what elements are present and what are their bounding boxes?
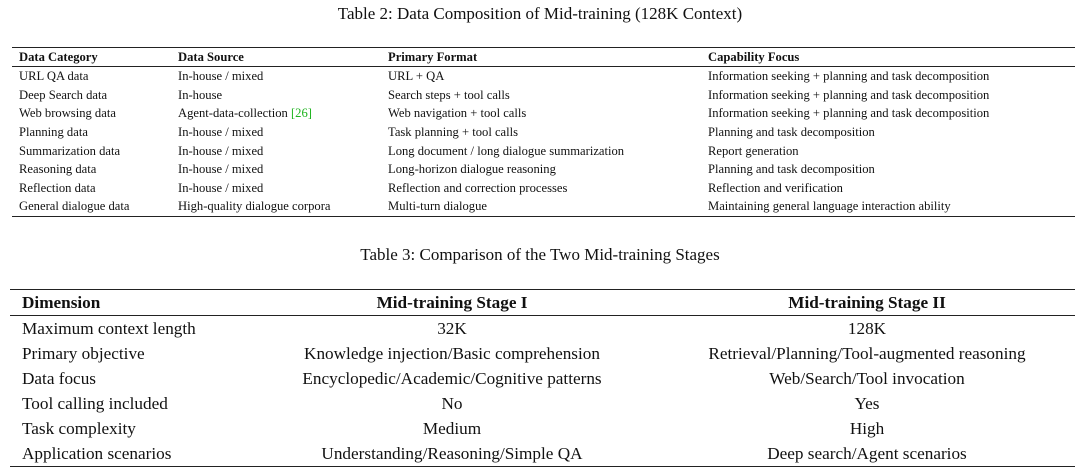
- table-cell: Maintaining general language interaction…: [708, 199, 951, 214]
- table-cell: No: [441, 393, 463, 413]
- table-row: URL QA data In-house / mixed URL + QA Infor…: [12, 67, 1075, 86]
- table-cell: In-house / mixed: [178, 125, 264, 140]
- data-composition-table: Data Category Data Source Primary Format Ca…: [12, 47, 1075, 217]
- table-cell: In-house / mixed: [178, 143, 264, 158]
- header-row: Data Category Data Source Primary Format Ca…: [12, 47, 1075, 67]
- cell-text: Agent-data-collection: [178, 106, 288, 121]
- stage-comparison-table: Dimension Mid-training Stage I Mid-trainin…: [10, 289, 1075, 467]
- table-cell: Search steps + tool calls: [388, 87, 510, 102]
- table-row: Deep Search data In-house Search steps + t…: [12, 86, 1075, 105]
- table-caption: Table 2: Data Composition of Mid-trainin…: [337, 4, 743, 23]
- column-header: Data Source: [171, 47, 381, 67]
- table-cell: High-quality dialogue corpora: [178, 199, 331, 214]
- table-cell: Knowledge injection/Basic comprehension: [304, 343, 600, 363]
- table-cell: Long-horizon dialogue reasoning: [388, 162, 556, 177]
- table-row: Tool calling included No Yes: [10, 391, 1075, 416]
- table-cell: Retrieval/Planning/Tool-augmented reason…: [708, 343, 1026, 363]
- column-header: Mid-training Stage II: [659, 289, 1075, 316]
- column-header: Dimension: [10, 289, 245, 316]
- table-cell: URL QA data: [19, 69, 89, 84]
- citation: [26]: [290, 106, 312, 121]
- table-row: Summarization data In-house / mixed Long d…: [12, 141, 1075, 160]
- table-cell: Planning data: [19, 125, 88, 140]
- table-cell: Medium: [422, 418, 482, 438]
- table-row: Primary objective Knowledge injection/Bas…: [10, 341, 1075, 366]
- table-row: Application scenarios Understanding/Reaso…: [10, 441, 1075, 467]
- column-header: Capability Focus: [701, 47, 1075, 67]
- table-row: Data focus Encyclopedic/Academic/Cognitiv…: [10, 366, 1075, 391]
- table-cell: Planning and task decomposition: [708, 162, 875, 177]
- table-cell: 32K: [437, 318, 467, 338]
- column-header: Mid-training Stage I: [245, 289, 659, 316]
- header-row: Dimension Mid-training Stage I Mid-trainin…: [10, 289, 1075, 316]
- table-row: Maximum context length 32K 128K: [10, 316, 1075, 342]
- table-cell: Web browsing data: [19, 106, 116, 121]
- table-cell: Maximum context length: [22, 318, 196, 338]
- table-cell: Summarization data: [19, 143, 121, 158]
- table-cell: Web/Search/Tool invocation: [769, 368, 965, 388]
- table-cell: Reasoning data: [19, 162, 97, 177]
- table-cell: Reflection data: [19, 180, 96, 195]
- table-cell: Understanding/Reasoning/Simple QA: [321, 443, 583, 463]
- table-cell: In-house: [178, 87, 223, 102]
- table-cell: Reflection and verification: [708, 180, 843, 195]
- table-cell: Primary objective: [22, 343, 145, 363]
- table-cell: Agent-data-collection [26]: [171, 104, 381, 123]
- table-cell: 128K: [847, 318, 887, 338]
- table-cell: Yes: [854, 393, 880, 413]
- table-cell: Reflection and correction processes: [388, 180, 568, 195]
- table-cell: High: [849, 418, 885, 438]
- table-cell: Multi-turn dialogue: [388, 199, 487, 214]
- table-cell: In-house / mixed: [178, 69, 264, 84]
- table-cell: Information seeking + planning and task …: [708, 87, 990, 102]
- table-cell: Encyclopedic/Academic/Cognitive patterns: [302, 368, 602, 388]
- table-cell: Information seeking + planning and task …: [708, 106, 990, 121]
- column-header: Data Category: [12, 47, 171, 67]
- table-row: Web browsing data Agent-data-collection […: [12, 104, 1075, 123]
- table-cell: General dialogue data: [19, 199, 130, 214]
- table-cell: Application scenarios: [22, 443, 172, 463]
- table-cell: Deep search/Agent scenarios: [767, 443, 967, 463]
- table-cell: Task complexity: [22, 418, 136, 438]
- table-cell: Information seeking + planning and task …: [708, 69, 990, 84]
- table-row: Reasoning data In-house / mixed Long-horiz…: [12, 160, 1075, 179]
- table-cell: Long document / long dialogue summarizat…: [388, 143, 625, 158]
- table-row: Planning data In-house / mixed Task planni…: [12, 123, 1075, 142]
- table-cell: Report generation: [708, 143, 799, 158]
- table-cell: URL + QA: [388, 69, 445, 84]
- table-cell: Deep Search data: [19, 87, 108, 102]
- table-cell: In-house / mixed: [178, 180, 264, 195]
- table-cell: Planning and task decomposition: [708, 125, 875, 140]
- table-cell: Tool calling included: [22, 393, 168, 413]
- table-row: General dialogue data High-quality dialog…: [12, 197, 1075, 216]
- table-cell: Task planning + tool calls: [388, 125, 519, 140]
- table-cell: In-house / mixed: [178, 162, 264, 177]
- table-row: Task complexity Medium High: [10, 416, 1075, 441]
- column-header: Primary Format: [381, 47, 701, 67]
- table-cell: Data focus: [22, 368, 96, 388]
- table-cell: Web navigation + tool calls: [388, 106, 527, 121]
- table-caption: Table 3: Comparison of the Two Mid-train…: [360, 245, 720, 264]
- table-row: Reflection data In-house / mixed Reflectio…: [12, 179, 1075, 198]
